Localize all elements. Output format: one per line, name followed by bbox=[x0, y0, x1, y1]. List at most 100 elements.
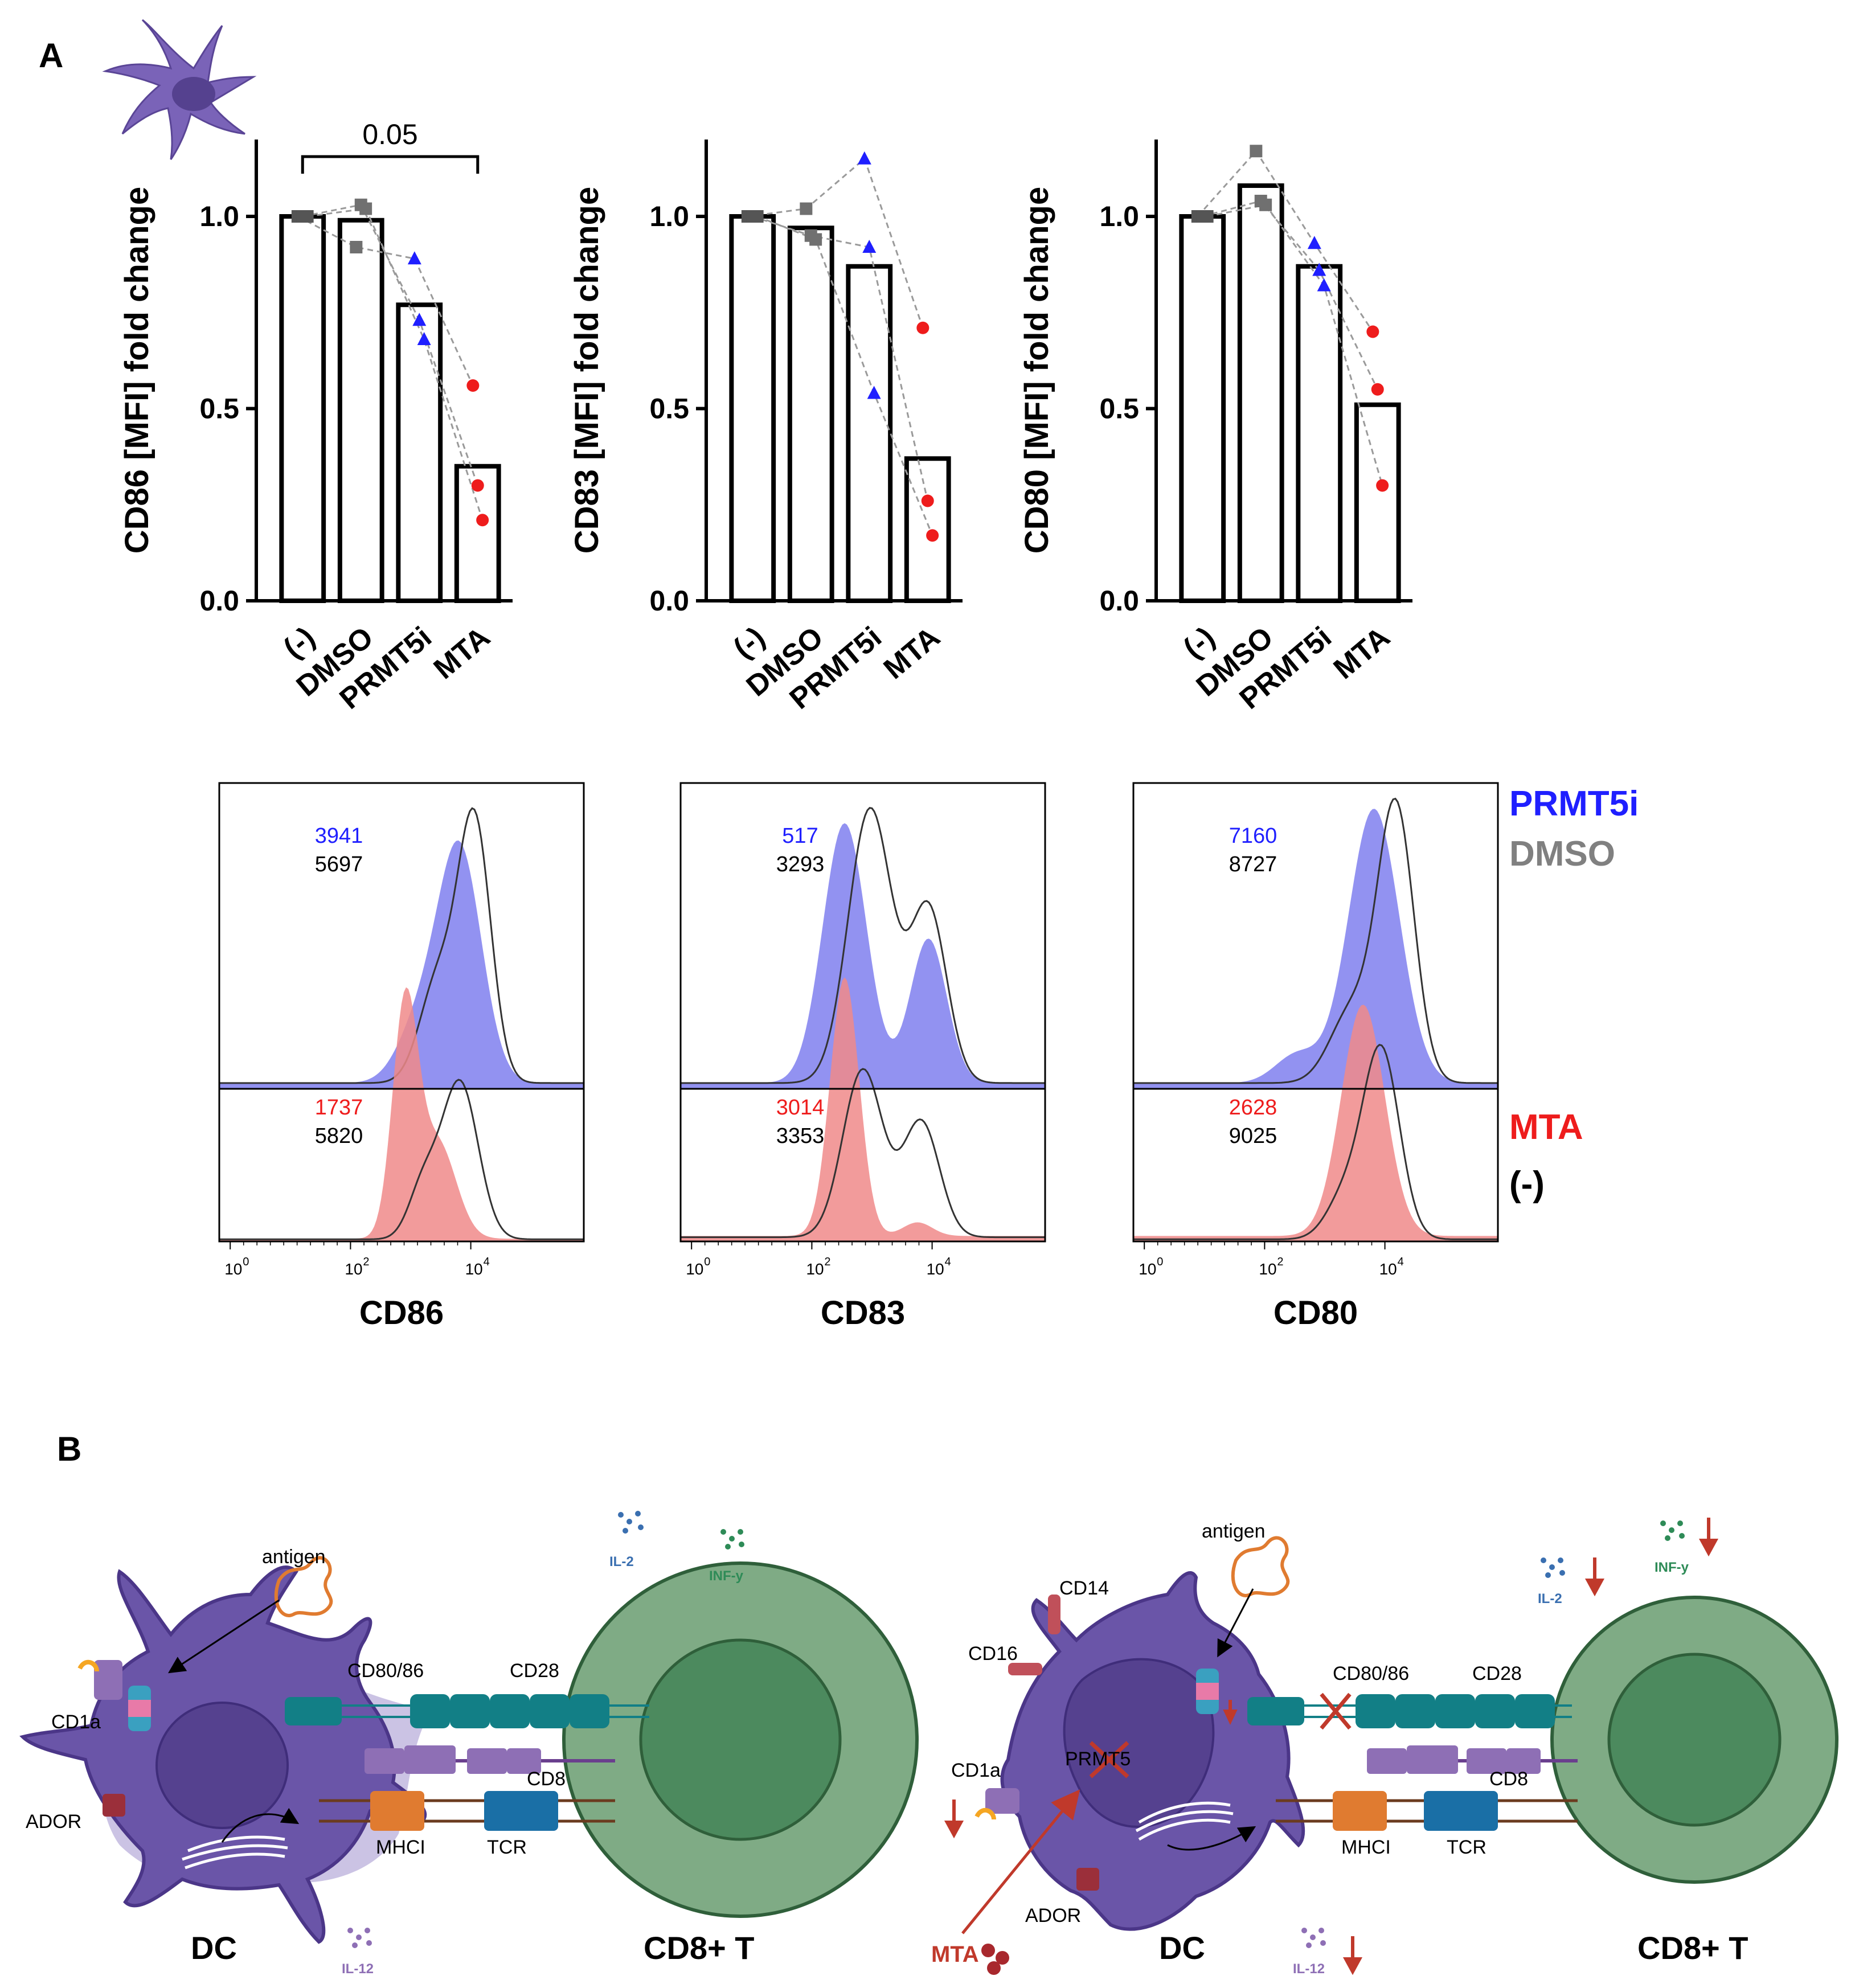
y-tick-label: 0.0 bbox=[1099, 585, 1139, 617]
y-tick-label: 0.5 bbox=[649, 393, 689, 425]
cd1a-molecule bbox=[94, 1660, 122, 1700]
label-tcr: TCR bbox=[487, 1837, 527, 1858]
untreated-histogram bbox=[681, 1068, 1045, 1239]
y-axis-title: CD83 [MFI] fold change bbox=[568, 187, 605, 554]
x-tick-label: 10 bbox=[686, 1260, 703, 1278]
mhci-molecule bbox=[370, 1791, 424, 1831]
mfi-untreated: 5820 bbox=[315, 1124, 363, 1148]
data-point bbox=[926, 529, 939, 542]
label-cd8-t: CD8+ T bbox=[644, 1930, 755, 1966]
mta-histogram bbox=[681, 977, 1045, 1241]
bar bbox=[904, 456, 951, 603]
data-point bbox=[1371, 383, 1384, 396]
label-il2-right: IL-2 bbox=[1538, 1591, 1562, 1606]
cd80-86-receptor bbox=[285, 1697, 342, 1725]
label-il2: IL-2 bbox=[609, 1554, 634, 1569]
bar bbox=[1354, 402, 1401, 603]
data-point bbox=[417, 332, 431, 345]
data-point bbox=[407, 251, 421, 265]
infy-cluster-icon bbox=[720, 1529, 744, 1550]
label-dc-right: DC bbox=[1159, 1930, 1205, 1966]
replicate-line bbox=[302, 204, 479, 486]
x-tick-label: 10 bbox=[465, 1260, 483, 1278]
mhci-molecule-right bbox=[1333, 1791, 1387, 1831]
prmt5i-histogram bbox=[681, 823, 1045, 1089]
prmt5i-histogram bbox=[219, 840, 584, 1089]
x-tick-label: 10 bbox=[806, 1260, 824, 1278]
label-il12-right: IL-12 bbox=[1293, 1961, 1325, 1977]
y-tick-label: 1.0 bbox=[199, 200, 239, 232]
mfi-prmt5i: 517 bbox=[782, 824, 818, 848]
y-tick-label: 1.0 bbox=[649, 200, 689, 232]
label-tcr-right: TCR bbox=[1447, 1837, 1487, 1858]
replicate-line bbox=[1207, 204, 1383, 486]
data-point bbox=[921, 494, 934, 507]
proteasome-icon bbox=[128, 1686, 151, 1731]
dendritic-cell-icon bbox=[102, 19, 257, 160]
label-ador-right: ADOR bbox=[1025, 1905, 1081, 1926]
data-point bbox=[412, 313, 427, 326]
ador-molecule-right bbox=[1076, 1868, 1099, 1891]
prmt5-inhibited-cross-icon bbox=[1089, 1741, 1129, 1778]
dc-nucleus bbox=[155, 1702, 289, 1829]
mfi-untreated: 3353 bbox=[776, 1124, 825, 1148]
x-tick-exponent: 4 bbox=[1398, 1256, 1404, 1268]
dc-nucleus-right bbox=[1063, 1658, 1215, 1828]
data-point bbox=[301, 210, 314, 223]
y-tick-label: 0.5 bbox=[199, 393, 239, 425]
histogram-frame bbox=[679, 782, 1046, 1243]
tcr-molecule bbox=[484, 1791, 558, 1831]
data-point bbox=[350, 241, 363, 253]
prmt5i-histogram bbox=[1133, 809, 1498, 1089]
label-ador: ADOR bbox=[26, 1811, 81, 1833]
cd16-molecule bbox=[1008, 1663, 1042, 1675]
legend-untreated: (-) bbox=[1509, 1165, 1545, 1204]
data-point bbox=[476, 514, 489, 527]
x-tick-exponent: 0 bbox=[1157, 1256, 1163, 1268]
untreated-histogram bbox=[1133, 1044, 1498, 1240]
cd14-molecule bbox=[1048, 1595, 1060, 1634]
cd8-receptor-right bbox=[1367, 1745, 1578, 1774]
data-point bbox=[862, 240, 877, 253]
significance-label: 0.05 bbox=[362, 118, 417, 150]
label-cd14: CD14 bbox=[1059, 1577, 1109, 1599]
significance-bracket bbox=[301, 155, 480, 174]
x-tick-exponent: 0 bbox=[243, 1256, 249, 1268]
x-tick-exponent: 2 bbox=[1277, 1256, 1283, 1268]
label-prmt5: PRMT5 bbox=[1065, 1748, 1131, 1770]
cd28-receptor-right bbox=[1356, 1694, 1555, 1728]
mfi-dmso: 8727 bbox=[1229, 852, 1277, 876]
down-arrow-icons bbox=[944, 1518, 1719, 1975]
data-point bbox=[751, 210, 764, 223]
ador-molecule bbox=[103, 1794, 125, 1817]
replicate-line bbox=[757, 215, 933, 536]
category-label: MTA bbox=[1328, 621, 1397, 686]
replicate-line bbox=[297, 215, 474, 386]
legend-mta: MTA bbox=[1509, 1108, 1583, 1147]
replicate-line bbox=[307, 207, 484, 520]
mfi-mta: 3014 bbox=[776, 1096, 825, 1120]
label-cd8: CD8 bbox=[527, 1768, 566, 1790]
bar bbox=[787, 226, 834, 603]
replicate-line bbox=[1202, 200, 1379, 390]
replicate-line bbox=[752, 215, 929, 501]
data-point bbox=[867, 386, 881, 399]
label-cd16: CD16 bbox=[968, 1643, 1018, 1665]
label-cd80-86-right: CD80/86 bbox=[1333, 1663, 1409, 1684]
infy-cluster-icon-right bbox=[1660, 1520, 1685, 1541]
label-mta: MTA bbox=[931, 1942, 979, 1967]
label-dc: DC bbox=[191, 1930, 237, 1966]
x-axis-title: CD83 bbox=[821, 1294, 905, 1331]
mta-histogram bbox=[1133, 1005, 1498, 1241]
y-tick-label: 0.0 bbox=[649, 585, 689, 617]
mfi-prmt5i: 3941 bbox=[315, 824, 363, 848]
label-mhci: MHCI bbox=[376, 1837, 425, 1858]
x-tick-exponent: 4 bbox=[484, 1256, 490, 1268]
y-tick-label: 0.5 bbox=[1099, 393, 1139, 425]
